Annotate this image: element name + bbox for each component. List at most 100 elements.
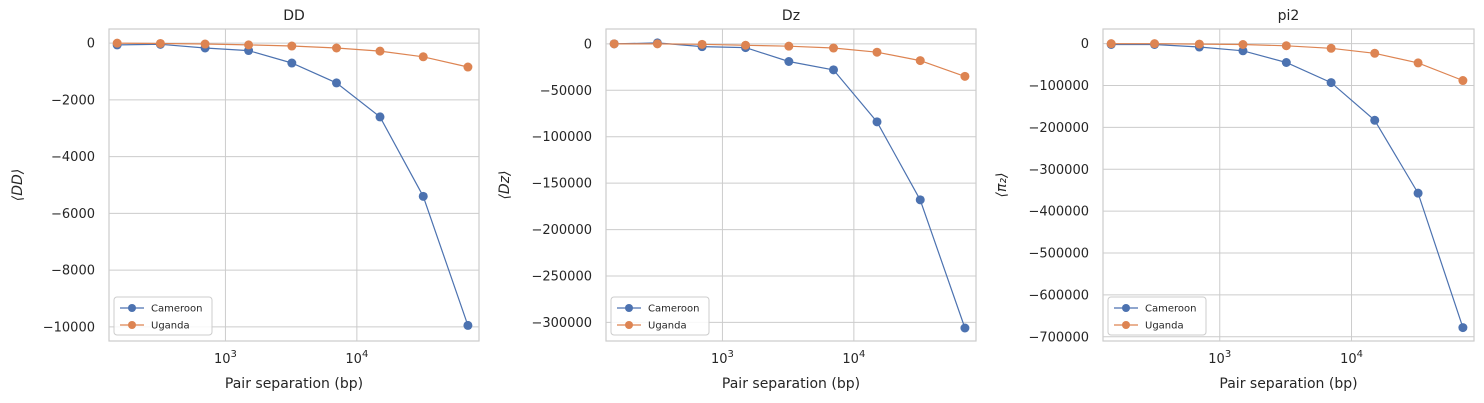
data-point — [960, 71, 970, 81]
data-point — [1413, 58, 1423, 68]
subplot-dd: 0 −2000 −4000 −6000 −8000 −10000 103 104 DD Pair … — [10, 8, 480, 392]
y-tick-label: −100000 — [1028, 79, 1089, 94]
x-tick-label: 104 — [345, 349, 368, 367]
subplot-pi2: 0 −100000 −200000 −300000 −400000 −500000 −600… — [994, 8, 1475, 392]
data-point — [1326, 78, 1336, 88]
data-point — [829, 65, 839, 75]
data-point — [332, 78, 342, 88]
y-tick-label: −50000 — [540, 84, 592, 99]
grid — [606, 29, 976, 341]
series-cameroon — [609, 38, 970, 333]
y-tick-label: −600000 — [1028, 288, 1089, 303]
data-point — [418, 191, 428, 201]
legend-label: Uganda — [151, 321, 190, 332]
legend-marker — [1122, 321, 1130, 329]
data-point — [200, 39, 210, 49]
y-tick-label: −700000 — [1028, 330, 1089, 345]
legend-marker — [128, 321, 136, 329]
y-tick-label: −300000 — [1028, 163, 1089, 178]
data-point — [332, 43, 342, 53]
legend-marker — [625, 321, 633, 329]
data-point — [829, 43, 839, 53]
data-point — [375, 46, 385, 56]
legend-marker — [625, 304, 633, 312]
series-line — [614, 42, 966, 329]
y-tick-label: −4000 — [51, 150, 95, 165]
data-point — [741, 40, 751, 50]
x-tick-label: 103 — [214, 349, 237, 367]
data-point — [609, 39, 619, 49]
data-point — [1150, 39, 1160, 49]
x-tick-label: 104 — [842, 349, 865, 367]
y-tick-label: −10000 — [43, 320, 95, 335]
x-tick-label: 104 — [1340, 349, 1363, 367]
data-point — [872, 117, 882, 127]
y-tick-label: 0 — [87, 37, 95, 52]
legend-label: Cameroon — [151, 304, 202, 315]
series-line — [1111, 43, 1464, 328]
y-tick-label: −150000 — [531, 177, 592, 192]
data-point — [652, 39, 662, 49]
legend-marker — [128, 304, 136, 312]
data-point — [418, 52, 428, 62]
data-point — [1194, 39, 1204, 49]
data-point — [287, 41, 297, 51]
legend-label: Cameroon — [648, 304, 699, 315]
data-point — [1326, 43, 1336, 53]
data-point — [872, 47, 882, 57]
data-point — [915, 195, 925, 205]
data-point — [287, 58, 297, 68]
data-point — [463, 320, 473, 330]
y-tick-label: −400000 — [1028, 205, 1089, 220]
data-point — [1106, 39, 1116, 49]
series-cameroon — [112, 39, 473, 330]
series-uganda — [609, 39, 970, 81]
axes-frame — [605, 28, 977, 342]
data-point — [112, 38, 122, 48]
data-point — [1413, 188, 1423, 198]
y-tick-label: −100000 — [531, 130, 592, 145]
legend: Cameroon Uganda — [113, 296, 213, 336]
data-point — [1281, 58, 1291, 68]
y-tick-label: 0 — [1081, 37, 1089, 52]
y-axis-label: ⟨π₂⟩ — [994, 173, 1010, 198]
chart-title: pi2 — [1278, 8, 1300, 24]
x-tick-label: 103 — [711, 349, 734, 367]
chart-title: Dz — [782, 8, 800, 24]
legend: Cameroon Uganda — [1107, 296, 1207, 336]
data-point — [1370, 48, 1380, 58]
data-point — [960, 323, 970, 333]
data-point — [1458, 323, 1468, 333]
y-tick-label: −2000 — [51, 93, 95, 108]
data-point — [697, 39, 707, 49]
grid — [1103, 29, 1474, 341]
x-tick-label: 103 — [1208, 349, 1231, 367]
x-axis-label: Pair separation (bp) — [225, 376, 363, 392]
y-tick-label: −250000 — [531, 270, 592, 285]
data-point — [463, 62, 473, 72]
data-point — [1238, 39, 1248, 49]
y-tick-label: −300000 — [531, 316, 592, 331]
x-axis-label: Pair separation (bp) — [1219, 376, 1357, 392]
y-tick-label: 0 — [584, 37, 592, 52]
series-uganda — [1106, 39, 1468, 86]
y-axis-label: ⟨DD⟩ — [10, 169, 26, 201]
legend-label: Uganda — [1145, 321, 1184, 332]
data-point — [155, 38, 165, 48]
series-line — [117, 43, 469, 326]
data-point — [915, 56, 925, 66]
y-tick-label: −200000 — [1028, 121, 1089, 136]
data-point — [784, 41, 794, 51]
y-tick-label: −500000 — [1028, 247, 1089, 262]
axes-frame — [108, 28, 480, 342]
data-point — [1281, 41, 1291, 51]
y-tick-label: −200000 — [531, 223, 592, 238]
y-tick-label: −6000 — [51, 207, 95, 222]
legend-label: Uganda — [648, 321, 687, 332]
data-point — [1238, 46, 1248, 56]
grid — [109, 29, 479, 341]
legend-label: Cameroon — [1145, 304, 1196, 315]
legend-marker — [1122, 304, 1130, 312]
x-axis-label: Pair separation (bp) — [722, 376, 860, 392]
